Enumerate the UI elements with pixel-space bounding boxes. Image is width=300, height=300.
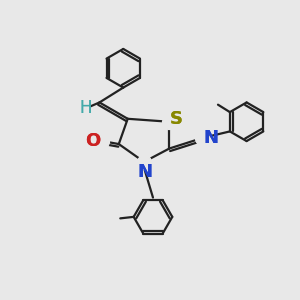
Text: H: H xyxy=(80,99,92,117)
Text: O: O xyxy=(85,132,100,150)
Text: S: S xyxy=(169,110,182,128)
Text: N: N xyxy=(137,164,152,181)
Text: O: O xyxy=(85,132,100,150)
Text: N: N xyxy=(203,128,218,146)
Text: S: S xyxy=(169,110,182,128)
Text: N: N xyxy=(137,164,152,181)
Text: N: N xyxy=(203,128,218,146)
Text: H: H xyxy=(80,99,92,117)
